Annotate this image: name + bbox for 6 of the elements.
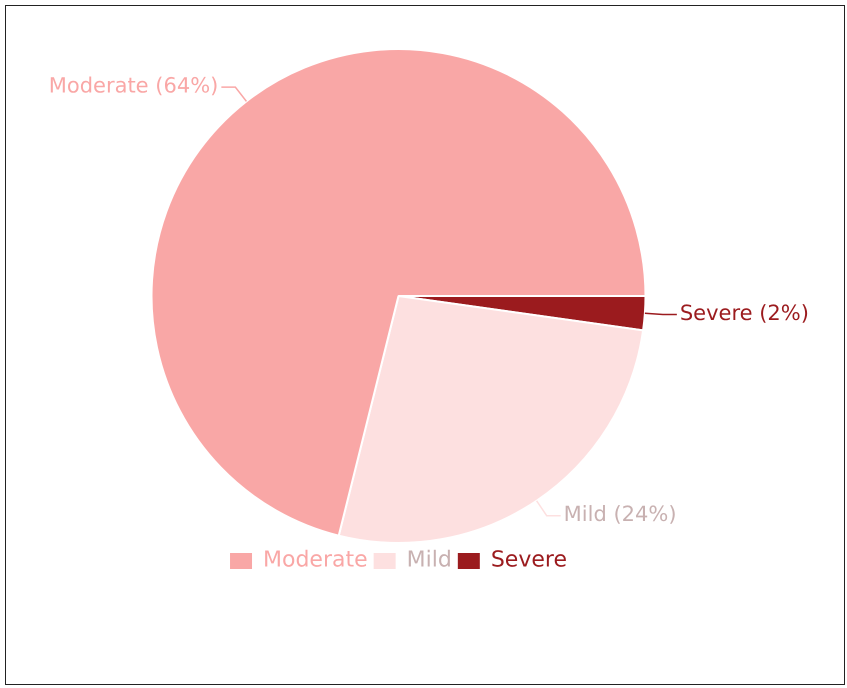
- legend-label: Moderate: [263, 548, 368, 573]
- category-label: Mild (24%): [564, 502, 677, 526]
- legend-label: Mild: [406, 548, 452, 573]
- legend-label: Severe: [490, 548, 567, 573]
- category-label: Moderate (64%): [48, 74, 218, 98]
- category-label: Severe (2%): [680, 300, 809, 325]
